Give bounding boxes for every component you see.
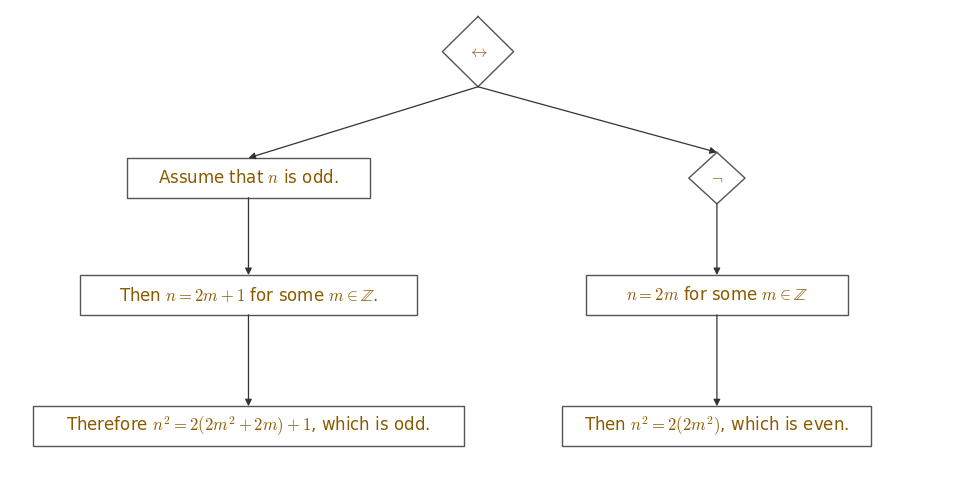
- Bar: [586, 275, 848, 315]
- Text: $n = 2m$ for some $m \in \mathbb{Z}$: $n = 2m$ for some $m \in \mathbb{Z}$: [626, 286, 808, 304]
- Text: Then $n = 2m + 1$ for some $m \in \mathbb{Z}$.: Then $n = 2m + 1$ for some $m \in \mathb…: [119, 286, 378, 304]
- Text: $\leftrightarrow$: $\leftrightarrow$: [467, 43, 489, 61]
- Text: Then $n^2 = 2(2m^2)$, which is even.: Then $n^2 = 2(2m^2)$, which is even.: [584, 414, 850, 438]
- Text: Therefore $n^2 = 2(2m^2 + 2m) + 1$, which is odd.: Therefore $n^2 = 2(2m^2 + 2m) + 1$, whic…: [66, 414, 430, 438]
- Text: Assume that $n$ is odd.: Assume that $n$ is odd.: [158, 169, 338, 187]
- Bar: [126, 158, 370, 198]
- Bar: [80, 275, 417, 315]
- Bar: [33, 406, 464, 446]
- Bar: [562, 406, 872, 446]
- Text: $\neg$: $\neg$: [711, 169, 723, 187]
